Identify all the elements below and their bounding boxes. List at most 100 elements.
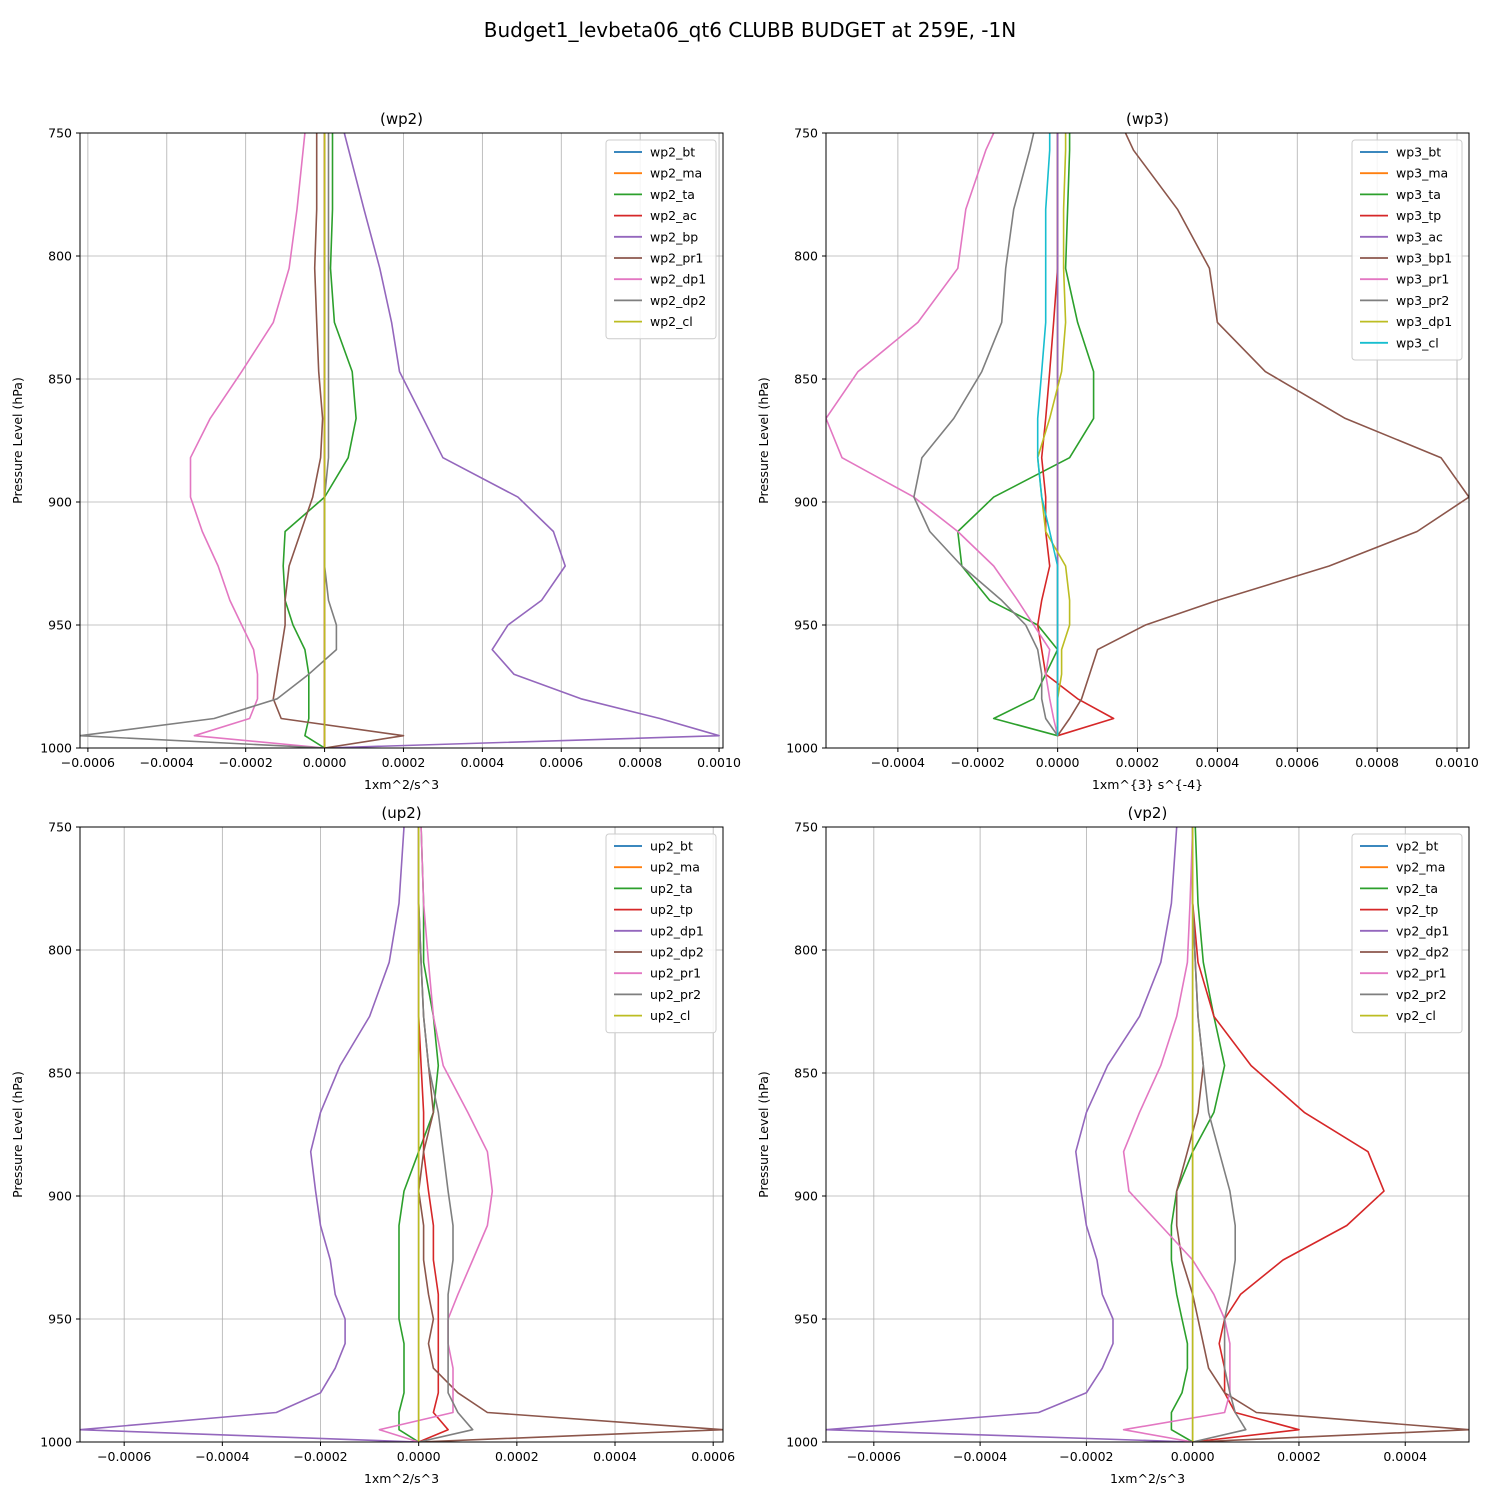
x-tick-label: 0.0002 [1116,755,1160,770]
x-tick-label: 0.0006 [691,1449,735,1464]
plot-frame [825,132,1470,749]
x-tick-label: −0.0006 [97,1449,151,1464]
legend-label: wp3_bt [1396,145,1441,160]
legend-label: up2_pr2 [650,987,701,1002]
x-tick-label: −0.0002 [219,755,273,770]
x-tick-label: 0.0000 [397,1449,441,1464]
y-tick-label: 950 [48,1312,72,1327]
plot-frame [79,132,724,749]
panel-2: −0.0006 −0.0004 −0.0002 0.0000 0.0002 0.0004 0… [10,804,735,1486]
y-tick-label: 950 [48,618,72,633]
legend-label: wp2_pr1 [650,251,703,266]
legend-label: wp3_pr1 [1396,272,1449,287]
x-tick-label: −0.0004 [953,1449,1007,1464]
x-tick-label: 0.0010 [1435,755,1479,770]
y-axis-label: Pressure Level (hPa) [756,377,771,504]
y-tick-label: 1000 [786,1435,818,1450]
legend-label: wp2_ac [650,208,697,223]
y-tick-label: 800 [794,943,818,958]
panel-1: −0.0004 −0.0002 0.0000 0.0002 0.0004 0.0006 0.… [756,110,1479,792]
y-tick-label: 850 [48,372,72,387]
y-tick-label: 850 [48,1066,72,1081]
plot-frame [825,826,1470,1443]
legend-box [605,139,717,340]
x-axis-label: 1xm^2/s^3 [1110,1471,1185,1486]
legend-label: wp3_ac [1396,229,1443,244]
y-tick-label: 800 [48,943,72,958]
y-tick-label: 900 [794,1189,818,1204]
x-tick-label: 0.0010 [697,755,741,770]
x-tick-label: 0.0000 [303,755,347,770]
legend-label: up2_pr1 [650,966,701,981]
x-tick-label: 0.0008 [1355,755,1399,770]
y-tick-label: 1000 [40,1435,72,1450]
legend-label: wp2_cl [650,314,693,329]
legend-label: wp3_pr2 [1396,293,1449,308]
x-tick-label: −0.0004 [871,755,925,770]
series-line-wp3_bp1 [1056,133,1469,737]
series-line-wp2_bp [324,133,720,748]
x-tick-label: 0.0002 [382,755,426,770]
y-tick-label: 800 [794,249,818,264]
x-tick-label: 0.0006 [539,755,583,770]
series-line-up2_pr1 [378,827,494,1442]
legend: vp2_bt vp2_ma vp2_ta vp2_tp vp2_dp1 vp2_dp2vp… [1351,833,1463,1034]
x-tick-label: 0.0006 [1275,755,1319,770]
y-tick-label: 900 [794,495,818,510]
legend-label: up2_ta [650,881,693,896]
panel-title: (wp2) [380,110,423,128]
x-tick-label: 0.0002 [1277,1449,1321,1464]
y-axis-label: Pressure Level (hPa) [10,1071,25,1198]
legend-label: wp3_ta [1396,187,1441,202]
legend-label: up2_ma [650,860,700,875]
legend-label: up2_dp2 [650,945,704,960]
panels: −0.0006 −0.0004 −0.0002 0.0000 0.0002 0.0004 0… [10,110,1479,1486]
legend-label: wp3_tp [1396,208,1441,223]
x-tick-label: 0.0004 [460,755,504,770]
legend-label: vp2_bt [1396,839,1438,854]
series-line-wp2_dp1 [189,133,325,748]
legend-label: vp2_dp2 [1396,945,1449,960]
legend-label: vp2_dp1 [1396,923,1449,938]
legend-label: vp2_pr2 [1396,987,1447,1002]
y-tick-label: 850 [794,372,818,387]
y-tick-label: 850 [794,1066,818,1081]
y-tick-label: 1000 [786,741,818,756]
x-tick-label: 0.0000 [1036,755,1080,770]
legend-label: vp2_tp [1396,902,1438,917]
series-line-up2_ta [398,827,440,1442]
y-tick-label: 900 [48,495,72,510]
figure-title: Budget1_levbeta06_qt6 CLUBB BUDGET at 25… [484,18,1016,42]
series-line-wp3_ta [956,133,1095,737]
legend-label: wp3_dp1 [1396,314,1452,329]
series-line-vp2_pr1 [1122,827,1231,1442]
y-axis-label: Pressure Level (hPa) [10,377,25,504]
series-group [80,133,720,748]
y-tick-label: 750 [794,820,818,835]
panel-title: (up2) [381,804,421,822]
series-line-vp2_tp [1191,827,1385,1442]
series-line-vp2_ta [1170,827,1226,1442]
x-tick-label: 0.0000 [1171,1449,1215,1464]
series-line-wp2_pr1 [272,133,405,748]
y-tick-label: 750 [48,126,72,141]
legend-box [605,833,717,1034]
x-tick-label: −0.0004 [140,755,194,770]
x-axis-label: 1xm^2/s^3 [364,1471,439,1486]
legend-label: vp2_pr1 [1396,966,1447,981]
plot-frame [79,826,724,1443]
y-tick-label: 800 [48,249,72,264]
legend-label: vp2_ta [1396,881,1438,896]
x-tick-label: −0.0002 [293,1449,347,1464]
panel-3: −0.0006 −0.0004 −0.0002 0.0000 0.0002 0.0004 7… [756,804,1470,1486]
panel-title: (vp2) [1128,804,1168,822]
legend-label: vp2_cl [1396,1008,1436,1023]
legend-box [1351,833,1463,1034]
legend-label: wp2_bp [650,229,698,244]
legend-label: wp2_ma [650,166,702,181]
x-tick-label: −0.0002 [951,755,1005,770]
x-tick-label: −0.0004 [195,1449,249,1464]
legend: wp3_bt wp3_ma wp3_ta wp3_tp wp3_ac wp3_bp1 wp3… [1351,139,1463,361]
series-group [826,827,1469,1442]
